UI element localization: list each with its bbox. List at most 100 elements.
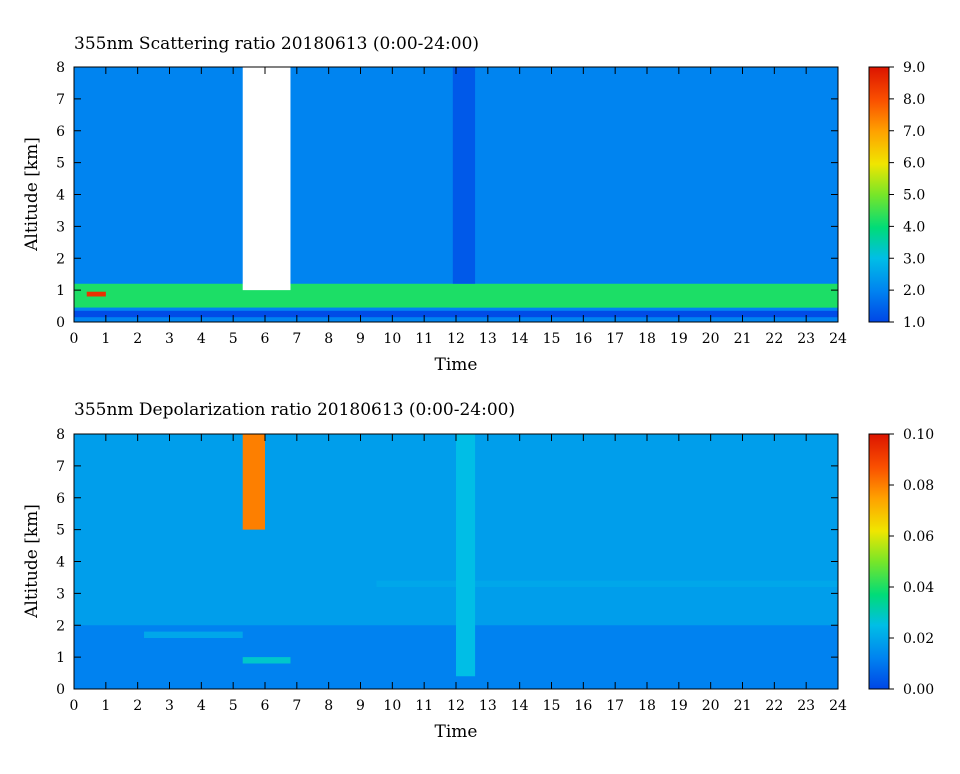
scattering-ratio-colorbar-tick-label: 9.0 <box>903 60 925 76</box>
depolarization-ratio-y-axis-label: Altitude [km] <box>22 504 42 619</box>
depolarization-ratio-x-tick-label: 22 <box>765 698 783 714</box>
depolarization-ratio-x-tick-label: 18 <box>638 698 656 714</box>
scattering-ratio-x-tick-label: 24 <box>829 331 847 347</box>
scattering-ratio-x-tick-label: 3 <box>165 331 174 347</box>
depolarization-ratio-colorbar-tick-label: 0.02 <box>903 631 934 647</box>
depolarization-ratio-x-tick-label: 21 <box>734 698 752 714</box>
scattering-ratio-x-tick-label: 11 <box>415 331 433 347</box>
scattering-ratio-x-tick-label: 0 <box>70 331 79 347</box>
depolarization-ratio-colorbar-tick-label: 0.06 <box>903 529 934 545</box>
scattering-ratio-x-tick-label: 1 <box>101 331 110 347</box>
scattering-ratio-x-tick-label: 21 <box>734 331 752 347</box>
scattering-ratio-x-tick-label: 5 <box>229 331 238 347</box>
depolarization-ratio-x-tick-label: 5 <box>229 698 238 714</box>
depolarization-ratio-x-tick-label: 24 <box>829 698 847 714</box>
depolarization-ratio-x-tick-label: 9 <box>356 698 365 714</box>
depolarization-ratio-x-tick-label: 17 <box>606 698 624 714</box>
depolarization-ratio-title: 355nm Depolarization ratio 20180613 (0:0… <box>74 400 515 420</box>
scattering-ratio-x-tick-label: 15 <box>543 331 561 347</box>
depolarization-ratio-y-tick-label: 0 <box>56 682 65 698</box>
scattering-ratio-y-tick-label: 2 <box>56 251 65 267</box>
scattering-ratio-y-tick-label: 3 <box>56 219 65 235</box>
scattering-ratio-y-tick-label: 1 <box>56 283 65 299</box>
depolarization-ratio-plot: 0 1 2 3 4 5 6 7 8 9 10 11 12 13 14 15 16 17 18 19 20 21 22 23 24… <box>22 400 934 742</box>
scattering-ratio-x-tick-label: 6 <box>261 331 270 347</box>
scattering-ratio-colorbar-tick-label: 2.0 <box>903 283 925 299</box>
scattering-ratio-x-tick-label: 10 <box>383 331 401 347</box>
depolarization-ratio-heatmap-feature <box>242 434 265 530</box>
depolarization-ratio-y-tick-label: 5 <box>56 523 65 539</box>
scattering-ratio-x-tick-label: 4 <box>197 331 206 347</box>
scattering-ratio-x-tick-label: 9 <box>356 331 365 347</box>
scattering-ratio-y-tick-label: 5 <box>56 156 65 172</box>
scattering-ratio-x-tick-label: 17 <box>606 331 624 347</box>
depolarization-ratio-x-tick-label: 8 <box>324 698 333 714</box>
depolarization-ratio-colorbar-tick-label: 0.04 <box>903 580 934 596</box>
depolarization-ratio-x-tick-label: 7 <box>292 698 301 714</box>
depolarization-ratio-x-tick-label: 2 <box>133 698 142 714</box>
depolarization-ratio-heatmap-feature <box>144 631 243 638</box>
scattering-ratio-x-tick-label: 8 <box>324 331 333 347</box>
depolarization-ratio-x-tick-label: 6 <box>261 698 270 714</box>
depolarization-ratio-y-tick-label: 3 <box>56 586 65 602</box>
depolarization-ratio-x-tick-label: 0 <box>70 698 79 714</box>
scattering-ratio-plot: 0 1 2 3 4 5 6 7 8 9 10 11 12 13 14 15 16 17 18 19 20 21 22 23 24… <box>22 34 925 375</box>
depolarization-ratio-y-tick-label: 6 <box>56 491 65 507</box>
scattering-ratio-title: 355nm Scattering ratio 20180613 (0:00-24… <box>74 34 479 54</box>
depolarization-ratio-x-tick-label: 19 <box>670 698 688 714</box>
depolarization-ratio-x-tick-label: 3 <box>165 698 174 714</box>
scattering-ratio-colorbar <box>868 66 890 323</box>
scattering-ratio-colorbar-tick-label: 5.0 <box>903 188 925 204</box>
scattering-ratio-y-tick-label: 4 <box>56 188 65 204</box>
depolarization-ratio-heatmap-feature <box>242 657 291 664</box>
scattering-ratio-y-tick-label: 8 <box>56 60 65 76</box>
depolarization-ratio-x-tick-label: 15 <box>543 698 561 714</box>
scattering-ratio-x-tick-label: 18 <box>638 331 656 347</box>
depolarization-ratio-x-tick-label: 14 <box>511 698 529 714</box>
depolarization-ratio-x-tick-label: 13 <box>479 698 497 714</box>
scattering-ratio-colorbar-tick-label: 6.0 <box>903 156 925 172</box>
scattering-ratio-colorbar-tick-label: 8.0 <box>903 92 925 108</box>
scattering-ratio-x-tick-label: 20 <box>702 331 720 347</box>
scattering-ratio-heatmap-feature <box>242 67 291 291</box>
depolarization-ratio-y-tick-label: 8 <box>56 427 65 443</box>
depolarization-ratio-colorbar <box>868 433 890 690</box>
scattering-ratio-colorbar-tick-label: 4.0 <box>903 219 925 235</box>
scattering-ratio-colorbar-tick-label: 7.0 <box>903 124 925 140</box>
scattering-ratio-x-tick-label: 2 <box>133 331 142 347</box>
depolarization-ratio-x-axis-label: Time <box>435 722 478 742</box>
scattering-ratio-heatmap-feature <box>74 283 838 308</box>
scattering-ratio-x-tick-label: 7 <box>292 331 301 347</box>
depolarization-ratio-x-tick-label: 23 <box>797 698 815 714</box>
scattering-ratio-heatmap-feature <box>86 291 106 297</box>
scattering-ratio-x-tick-label: 23 <box>797 331 815 347</box>
depolarization-ratio-heatmap-feature <box>376 580 838 587</box>
depolarization-ratio-x-tick-label: 1 <box>101 698 110 714</box>
depolarization-ratio-x-tick-label: 4 <box>197 698 206 714</box>
depolarization-ratio-y-tick-label: 2 <box>56 618 65 634</box>
scattering-ratio-y-tick-label: 7 <box>56 92 65 108</box>
scattering-ratio-x-axis-label: Time <box>435 355 478 375</box>
scattering-ratio-heatmap-feature <box>74 307 450 311</box>
depolarization-ratio-x-tick-label: 16 <box>574 698 592 714</box>
scattering-ratio-heatmap-feature <box>452 67 476 284</box>
depolarization-ratio-x-tick-label: 20 <box>702 698 720 714</box>
scattering-ratio-x-tick-label: 22 <box>765 331 783 347</box>
scattering-ratio-y-tick-label: 6 <box>56 124 65 140</box>
scattering-ratio-x-tick-label: 13 <box>479 331 497 347</box>
depolarization-ratio-x-tick-label: 11 <box>415 698 433 714</box>
scattering-ratio-heatmap-feature <box>74 310 838 318</box>
depolarization-ratio-heatmap-feature <box>456 434 476 677</box>
scattering-ratio-colorbar-tick-label: 1.0 <box>903 315 925 331</box>
depolarization-ratio-colorbar-tick-label: 0.00 <box>903 682 934 698</box>
scattering-ratio-x-tick-label: 14 <box>511 331 529 347</box>
depolarization-ratio-x-tick-label: 10 <box>383 698 401 714</box>
scattering-ratio-y-tick-label: 0 <box>56 315 65 331</box>
scattering-ratio-colorbar-tick-label: 3.0 <box>903 251 925 267</box>
scattering-ratio-x-tick-label: 12 <box>447 331 465 347</box>
scattering-ratio-x-tick-label: 19 <box>670 331 688 347</box>
depolarization-ratio-colorbar-tick-label: 0.08 <box>903 478 934 494</box>
scattering-ratio-y-axis-label: Altitude [km] <box>22 137 42 252</box>
